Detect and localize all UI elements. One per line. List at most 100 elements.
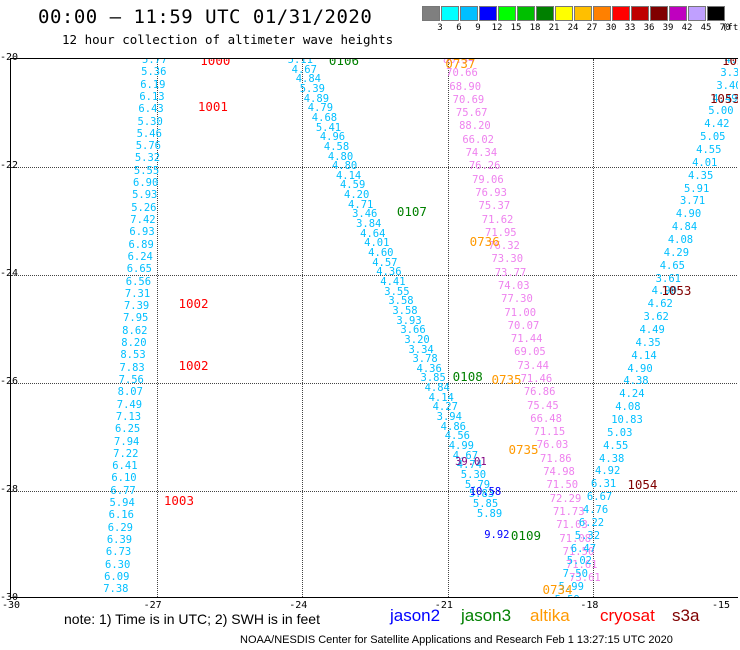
track-value: 6.09 [104,570,130,583]
track-value: 3.93 [396,314,422,327]
track-value: 4.76 [582,504,609,516]
track-value: 4.82 [724,58,738,66]
special-value: 10.58 [469,486,502,498]
track-value: 3.71 [679,195,706,208]
colorbar-label: 18 [529,23,541,33]
special-value: 9.92 [484,529,510,542]
track-value: 4.62 [647,298,673,311]
colorbar-swatch [650,6,668,21]
track-value: 71.50 [562,545,595,558]
track-value: 74.34 [465,147,498,160]
colorbar-swatch [460,6,478,21]
special-value: 39.01 [455,456,487,469]
time-label: 0737 [445,58,476,71]
track-value: 71.46 [520,373,553,385]
track-value: 4.49 [639,324,665,336]
track-value: 7.95 [123,312,149,325]
track-value: 5.99 [558,581,584,594]
track-value: 73.77 [494,266,527,279]
colorbar-swatch [498,6,516,21]
track-value: 76.32 [488,240,520,253]
track-value: 73.30 [491,253,524,266]
time-label: 0107 [396,204,427,220]
time-label: 1002 [178,358,209,374]
track-value: 5.11 [287,58,313,66]
track-value: 71.86 [540,452,572,465]
colorbar-label: 12 [491,23,503,33]
track-value: 5.85 [472,497,499,510]
track-value: 71.62 [481,213,514,226]
track-value: 5.00 [708,105,734,118]
legend-jason2: jason2 [390,606,441,625]
track-value: 5.94 [109,497,135,510]
track-value: 4.56 [444,430,470,443]
track-value: 7.39 [123,300,150,313]
track-value: 6.30 [105,558,131,571]
track-value: 71.00 [504,306,537,319]
colorbar-swatch [555,6,573,21]
track-value: 6.73 [105,546,132,559]
x-axis-label: -18 [580,600,599,611]
time-label: 1001 [197,98,228,114]
track-value: 71.61 [565,559,598,572]
track-value: 8.07 [117,386,143,399]
track-value: 4.90 [627,362,653,375]
track-value: 4.99 [448,440,475,453]
colorbar-label: 15 [510,23,522,33]
track-value: 7.42 [130,213,156,226]
track-value: 7.31 [124,287,151,300]
track-value: 4.89 [303,92,330,105]
y-axis-label: -28 [0,484,19,495]
track-value: 71.15 [533,426,566,439]
track-value: 77.30 [501,293,533,306]
track-value: 5.83 [468,488,495,501]
track-value: 3.55 [384,285,410,298]
track-value: 6.77 [110,484,136,497]
track-value: 8.62 [122,324,148,337]
x-axis-label: -30 [2,600,21,611]
track-value: 3.78 [412,353,438,366]
track-value: 6.22 [578,516,605,529]
x-axis-label: -21 [434,600,453,611]
track-value: 76.86 [523,386,556,399]
grid-line-vertical [156,59,158,597]
track-value: 4.71 [348,198,374,211]
colorbar-label: 9 [475,23,481,33]
track-value: 4.41 [380,275,406,288]
colorbar-label: 36 [643,23,655,33]
track-value: 4.58 [323,140,350,153]
y-axis-label: -30 [0,592,19,603]
time-label: 0735 [508,441,539,457]
track-value: 5.30 [460,468,487,481]
colorbar-swatch [479,6,497,21]
track-value: 75.67 [455,107,488,120]
time-label: 105 [722,58,738,68]
track-value: 4.01 [692,156,718,169]
colorbar-swatch [574,6,592,21]
track-value: 71.08 [559,532,592,545]
track-value: 6.31 [590,478,617,491]
track-value: 4.57 [372,256,398,269]
track-value: 71.73 [552,505,585,518]
track-value: 7.13 [115,410,142,423]
x-axis-label: -24 [289,600,308,611]
track-value: 3.66 [400,324,426,337]
track-value: 4.38 [599,452,625,465]
track-value: 6.16 [108,509,134,522]
x-axis-label: -15 [712,600,731,611]
y-axis-label: -22 [0,160,19,171]
track-value: 4.01 [364,237,390,250]
track-value: 6.56 [125,275,152,288]
track-value: 3.40 [716,79,738,92]
track-value: 5.36 [141,66,167,79]
track-value: 4.14 [335,169,362,182]
x-axis-label: -27 [143,600,162,611]
track-value: 6.29 [107,521,134,534]
track-value: 76.03 [536,439,569,452]
colorbar-swatch [707,6,725,21]
colorbar-label: 45 [700,23,712,33]
track-value: 74.98 [543,466,575,479]
track-value: 4.92 [595,465,621,478]
track-value: 5.03 [607,426,633,439]
page-subtitle: 12 hour collection of altimeter wave hei… [62,32,394,47]
